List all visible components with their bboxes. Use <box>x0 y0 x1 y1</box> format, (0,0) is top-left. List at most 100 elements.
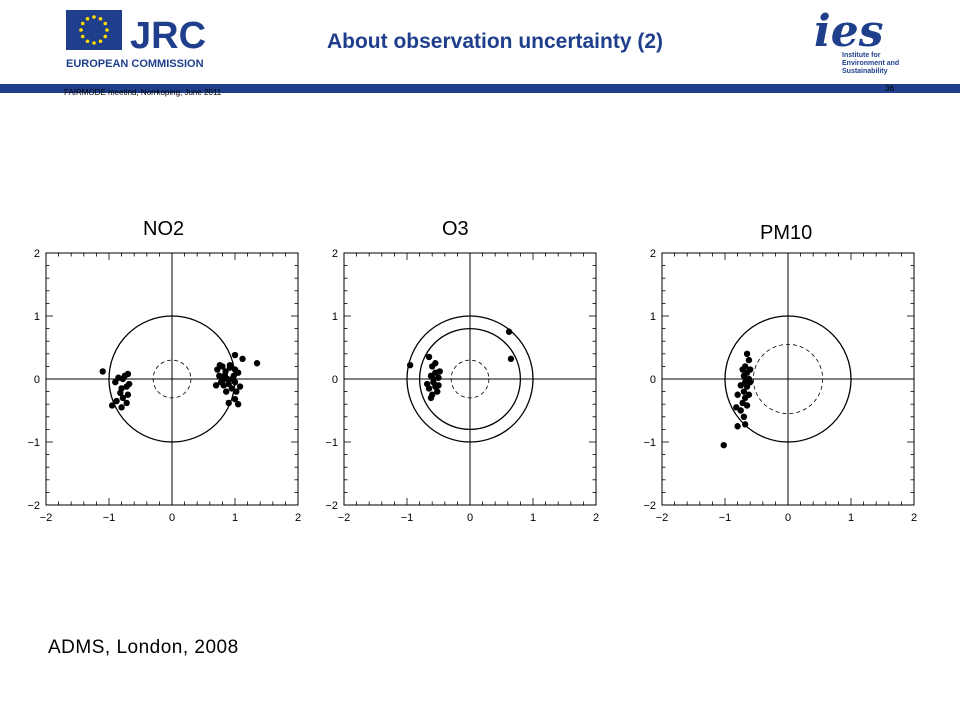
eu-star <box>85 39 90 44</box>
data-point <box>119 375 127 383</box>
data-point <box>219 377 226 384</box>
data-point <box>733 404 740 411</box>
x-tick-label: 1 <box>848 512 854 524</box>
target-circle <box>406 315 534 443</box>
data-point <box>747 378 754 386</box>
eu-star <box>80 34 85 39</box>
jrc-subtitle: EUROPEAN COMMISSION <box>66 58 204 70</box>
y-tick-label: −1 <box>325 437 338 449</box>
x-tick-label: 0 <box>467 512 473 524</box>
y-tick-label: 1 <box>650 311 656 323</box>
caption: ADMS, London, 2008 <box>48 637 239 658</box>
data-point <box>435 374 442 381</box>
data-point <box>234 401 242 408</box>
data-point <box>747 366 754 373</box>
data-point <box>123 399 130 407</box>
data-point <box>220 382 227 389</box>
y-tick-label: 1 <box>34 311 40 323</box>
data-point <box>225 380 232 388</box>
page-number: 36 <box>885 84 894 93</box>
y-tick-label: −1 <box>643 437 656 449</box>
data-point <box>124 391 132 398</box>
data-point <box>737 382 744 389</box>
data-point <box>427 394 435 402</box>
y-tick-label: 0 <box>332 374 338 386</box>
eu-star <box>92 41 96 45</box>
y-tick-label: 0 <box>34 374 40 386</box>
x-tick-label: −1 <box>103 512 116 524</box>
data-point <box>505 328 513 335</box>
data-point <box>743 350 751 357</box>
data-point <box>118 404 125 411</box>
x-tick-label: −2 <box>40 512 53 524</box>
data-point <box>423 380 431 388</box>
dashed-circle <box>450 359 490 399</box>
x-tick-label: 2 <box>295 512 301 524</box>
data-point <box>253 360 261 367</box>
data-point <box>119 394 127 402</box>
eu-star <box>92 15 96 19</box>
eu-star <box>85 16 90 21</box>
data-point <box>436 368 443 375</box>
data-point <box>743 402 751 409</box>
y-tick-label: −2 <box>325 500 338 512</box>
data-point <box>231 366 239 373</box>
o3-target-plot: −2 −1 0 1 2 −2 −1 0 1 2 <box>325 248 599 524</box>
data-point <box>743 383 751 390</box>
data-point <box>239 355 246 363</box>
jrc-logo: JRC EUROPEAN COMMISSION <box>66 10 206 70</box>
y-tick-label: 2 <box>34 248 40 260</box>
data-point <box>734 391 741 398</box>
ies-logo: ies Institute for Environment and Sustai… <box>814 6 899 75</box>
x-tick-label: −2 <box>338 512 351 524</box>
data-point <box>231 395 239 403</box>
eu-star <box>80 21 85 26</box>
data-point <box>117 389 124 397</box>
target-circle <box>418 327 522 431</box>
eu-star <box>103 21 108 26</box>
data-point <box>406 361 414 369</box>
data-point <box>124 370 132 378</box>
meeting-text: FAIRMODE meetind, Norrkoping, June 2011 <box>64 88 222 97</box>
slide-header: JRC EUROPEAN COMMISSION About observatio… <box>0 0 960 84</box>
y-tick-label: −2 <box>27 500 40 512</box>
data-point <box>231 351 239 359</box>
y-tick-label: 2 <box>650 248 656 260</box>
x-tick-label: 2 <box>593 512 599 524</box>
data-point <box>507 355 515 363</box>
data-point <box>221 372 229 379</box>
x-tick-label: 0 <box>785 512 791 524</box>
data-point <box>734 423 741 430</box>
eu-star <box>79 28 83 32</box>
data-point <box>739 366 746 373</box>
y-tick-label: −1 <box>27 437 40 449</box>
x-tick-label: −1 <box>401 512 414 524</box>
eu-star <box>98 16 103 21</box>
data-point <box>212 382 220 389</box>
x-tick-label: −1 <box>719 512 732 524</box>
data-point <box>226 361 234 369</box>
data-point <box>745 356 753 364</box>
data-point <box>740 413 748 420</box>
data-point <box>741 421 749 428</box>
no2-target-plot: −2 −1 0 1 2 −2 −1 0 1 2 <box>27 248 301 524</box>
slide-title: About observation uncertainty (2) <box>326 30 664 53</box>
data-point <box>720 441 727 449</box>
data-point <box>108 402 116 409</box>
ies-acronym: ies <box>814 6 883 57</box>
data-point <box>222 388 230 395</box>
y-tick-label: 1 <box>332 311 338 323</box>
data-point <box>430 375 437 383</box>
data-point <box>225 399 232 407</box>
x-tick-label: −2 <box>656 512 669 524</box>
y-tick-label: 0 <box>650 374 656 386</box>
dashed-circle <box>152 359 192 399</box>
plot-title-pm10: PM10 <box>760 222 813 244</box>
ies-line-3: Sustainability <box>842 68 888 75</box>
x-tick-label: 1 <box>232 512 238 524</box>
pm10-target-plot: −2 −1 0 1 2 −2 −1 0 1 2 <box>643 248 917 524</box>
plot-title-no2: NO2 <box>143 218 185 240</box>
data-point <box>425 353 433 361</box>
data-point <box>112 378 119 386</box>
data-point <box>740 388 748 395</box>
